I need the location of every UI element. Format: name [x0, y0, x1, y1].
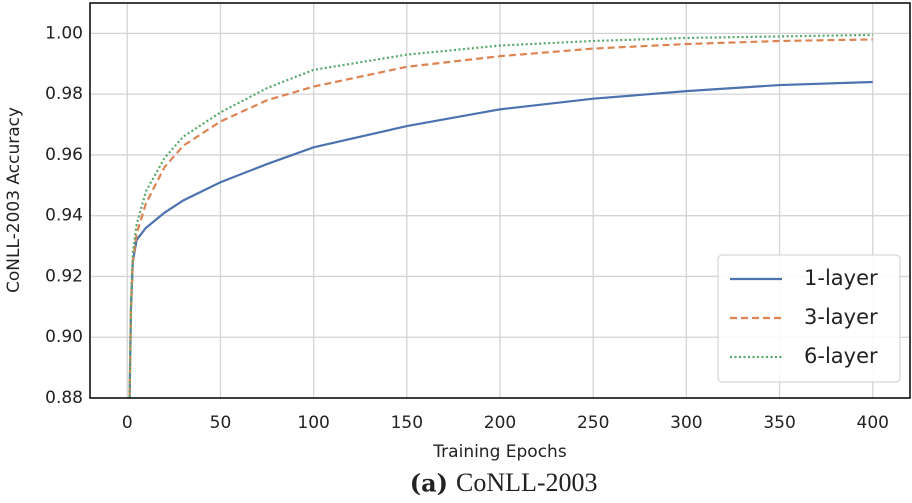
y-tick-label: 0.92: [45, 266, 83, 286]
series-line: [128, 38, 873, 398]
x-tick-label: 250: [577, 413, 609, 433]
x-tick-label: 50: [210, 413, 232, 433]
x-tick-label: 350: [763, 413, 795, 433]
x-tick-label: 300: [670, 413, 702, 433]
legend-label: 6-layer: [804, 344, 878, 368]
y-axis-title: CoNLL-2003 Accuracy: [4, 107, 24, 293]
legend-label: 1-layer: [804, 266, 878, 290]
y-tick-label: 1.00: [45, 23, 83, 43]
y-tick-label: 0.90: [45, 327, 83, 347]
x-tick-label: 150: [391, 413, 423, 433]
plot-area: [128, 33, 873, 398]
y-tick-label: 0.94: [45, 206, 83, 226]
x-axis-title: Training Epochs: [432, 442, 567, 462]
caption: CoNLL-2003: [456, 468, 598, 497]
y-tick-label: 0.96: [45, 145, 83, 165]
x-tick-label: 0: [122, 413, 133, 433]
legend-label: 3-layer: [804, 305, 878, 329]
legend-box: [717, 254, 901, 383]
legend: 1-layer 3-layer 6-layer: [717, 254, 901, 383]
y-tick-label: 0.88: [45, 388, 83, 408]
grid: [90, 3, 910, 399]
caption-label: (a): [410, 469, 448, 498]
plot-frame: [89, 2, 911, 399]
x-tick-label: 400: [857, 413, 889, 433]
y-tick-label: 0.98: [45, 84, 83, 104]
series-line: [128, 33, 873, 398]
x-tick-label: 200: [484, 413, 516, 433]
x-tick-label: 100: [297, 413, 329, 433]
